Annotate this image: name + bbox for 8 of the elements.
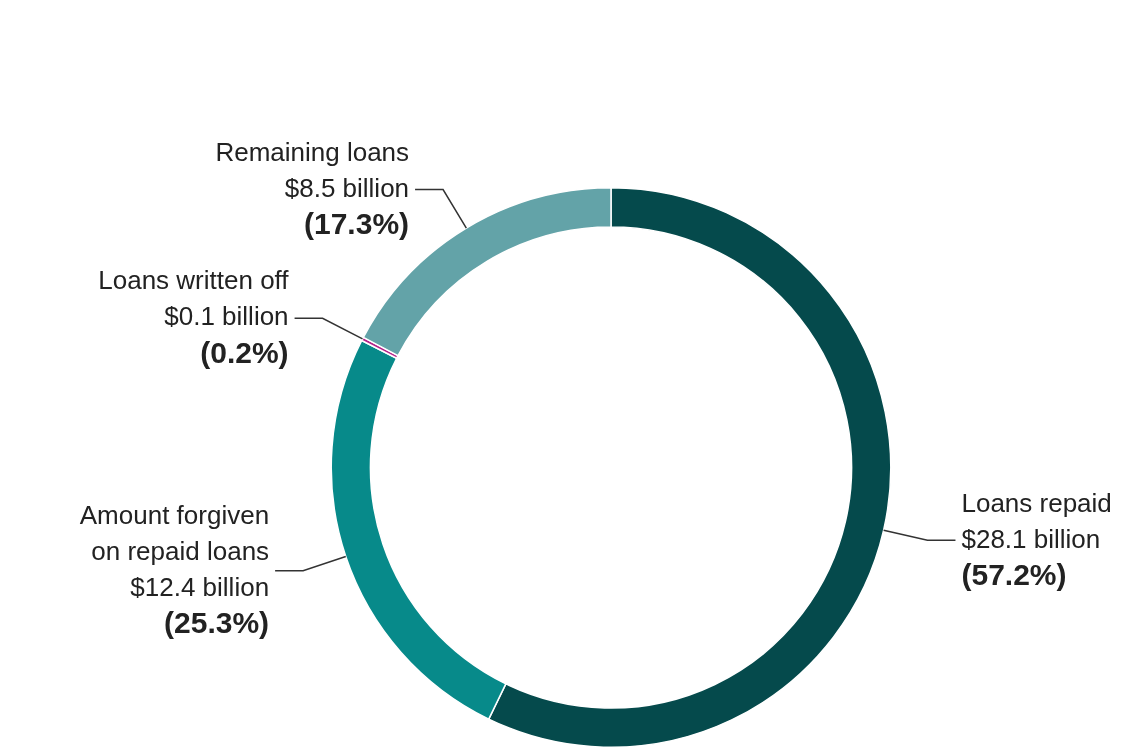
slice-label: Remaining loans	[215, 136, 410, 167]
data-label: $12.4 billion (25.3%)	[130, 571, 270, 640]
data-label: $8.5 billion (17.3%)	[284, 172, 410, 240]
data-label: $0.1 billion (0.2%)	[164, 301, 289, 369]
slice-label: Amount forgiven on repaid loans	[79, 499, 270, 566]
slice-label: Loans written off	[98, 265, 290, 296]
slice-label: Loans repaid	[961, 487, 1112, 518]
data-label: $28.1 billion (57.2%)	[961, 523, 1101, 591]
